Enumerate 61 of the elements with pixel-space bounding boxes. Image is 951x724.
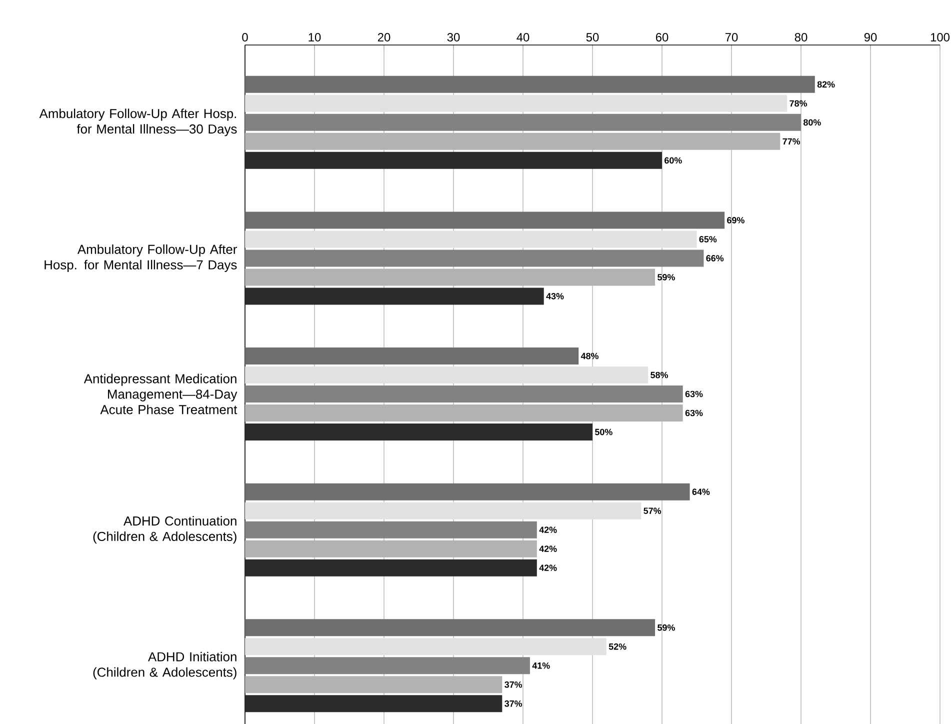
data-label: 59%	[658, 274, 675, 280]
y-tick-label: Ambulatory Follow-Up After Hosp. for Mental Illness—7 Days	[44, 244, 237, 272]
bar	[245, 152, 662, 169]
bar	[245, 76, 815, 93]
data-label: 63%	[685, 390, 703, 398]
data-label: 37%	[504, 681, 522, 688]
data-label: 42%	[539, 546, 557, 552]
data-label: 42%	[539, 526, 557, 533]
bar	[245, 638, 606, 656]
data-label: 59%	[658, 624, 675, 631]
data-label: 52%	[608, 643, 626, 650]
bar	[245, 502, 642, 520]
data-label: 57%	[644, 508, 662, 514]
bar	[245, 619, 656, 636]
x-tick-label: 10	[308, 33, 321, 42]
bar	[245, 94, 788, 112]
data-label: 66%	[706, 255, 724, 262]
bar	[245, 521, 537, 538]
bar	[245, 424, 593, 441]
x-tick-label: 50	[586, 33, 599, 42]
bar	[245, 114, 802, 131]
x-tick-label: 60	[656, 33, 668, 42]
bar	[245, 212, 725, 229]
data-label: 69%	[727, 217, 744, 224]
data-label: 50%	[594, 428, 612, 436]
data-label: 37%	[504, 700, 522, 707]
x-tick-label: 90	[864, 33, 877, 42]
bar	[245, 288, 544, 305]
data-label: 60%	[664, 157, 682, 164]
data-label: 80%	[803, 119, 821, 126]
data-label: 77%	[782, 138, 800, 145]
bar	[245, 559, 537, 576]
bar	[245, 348, 579, 365]
y-tick-label: Antidepressant Medication Management—84-Day Acute Phase Treatment	[84, 374, 238, 414]
x-tick-label: 20	[378, 33, 390, 42]
y-tick-label: ADHD Continuation (Children & Adolescents)	[93, 516, 236, 544]
bar	[245, 657, 530, 674]
bar	[245, 483, 690, 500]
bar	[245, 230, 697, 248]
data-label: 58%	[650, 372, 668, 378]
data-label: 63%	[685, 410, 703, 416]
bar	[245, 386, 683, 403]
bar	[245, 695, 502, 712]
data-label: 41%	[532, 662, 550, 669]
data-label: 78%	[790, 100, 808, 107]
data-label: 65%	[699, 236, 717, 242]
x-tick-label: 0	[242, 33, 248, 42]
data-label: 48%	[580, 352, 599, 360]
bar	[245, 250, 704, 267]
data-label: 42%	[539, 564, 557, 571]
data-label: 43%	[546, 293, 564, 300]
y-tick-label: ADHD Initiation (Children & Adolescents)	[93, 652, 236, 680]
x-tick-label: 70	[725, 33, 738, 42]
data-label: 82%	[817, 81, 835, 88]
x-tick-label: 100	[930, 33, 950, 42]
x-tick-label: 30	[447, 33, 460, 42]
bar	[245, 366, 648, 384]
x-tick-label: 40	[516, 33, 530, 42]
x-tick-label: 80	[794, 33, 808, 42]
data-label: 64%	[692, 488, 710, 495]
y-tick-label: Ambulatory Follow-Up After Hosp. for Mental Illness—30 Days	[39, 108, 237, 136]
